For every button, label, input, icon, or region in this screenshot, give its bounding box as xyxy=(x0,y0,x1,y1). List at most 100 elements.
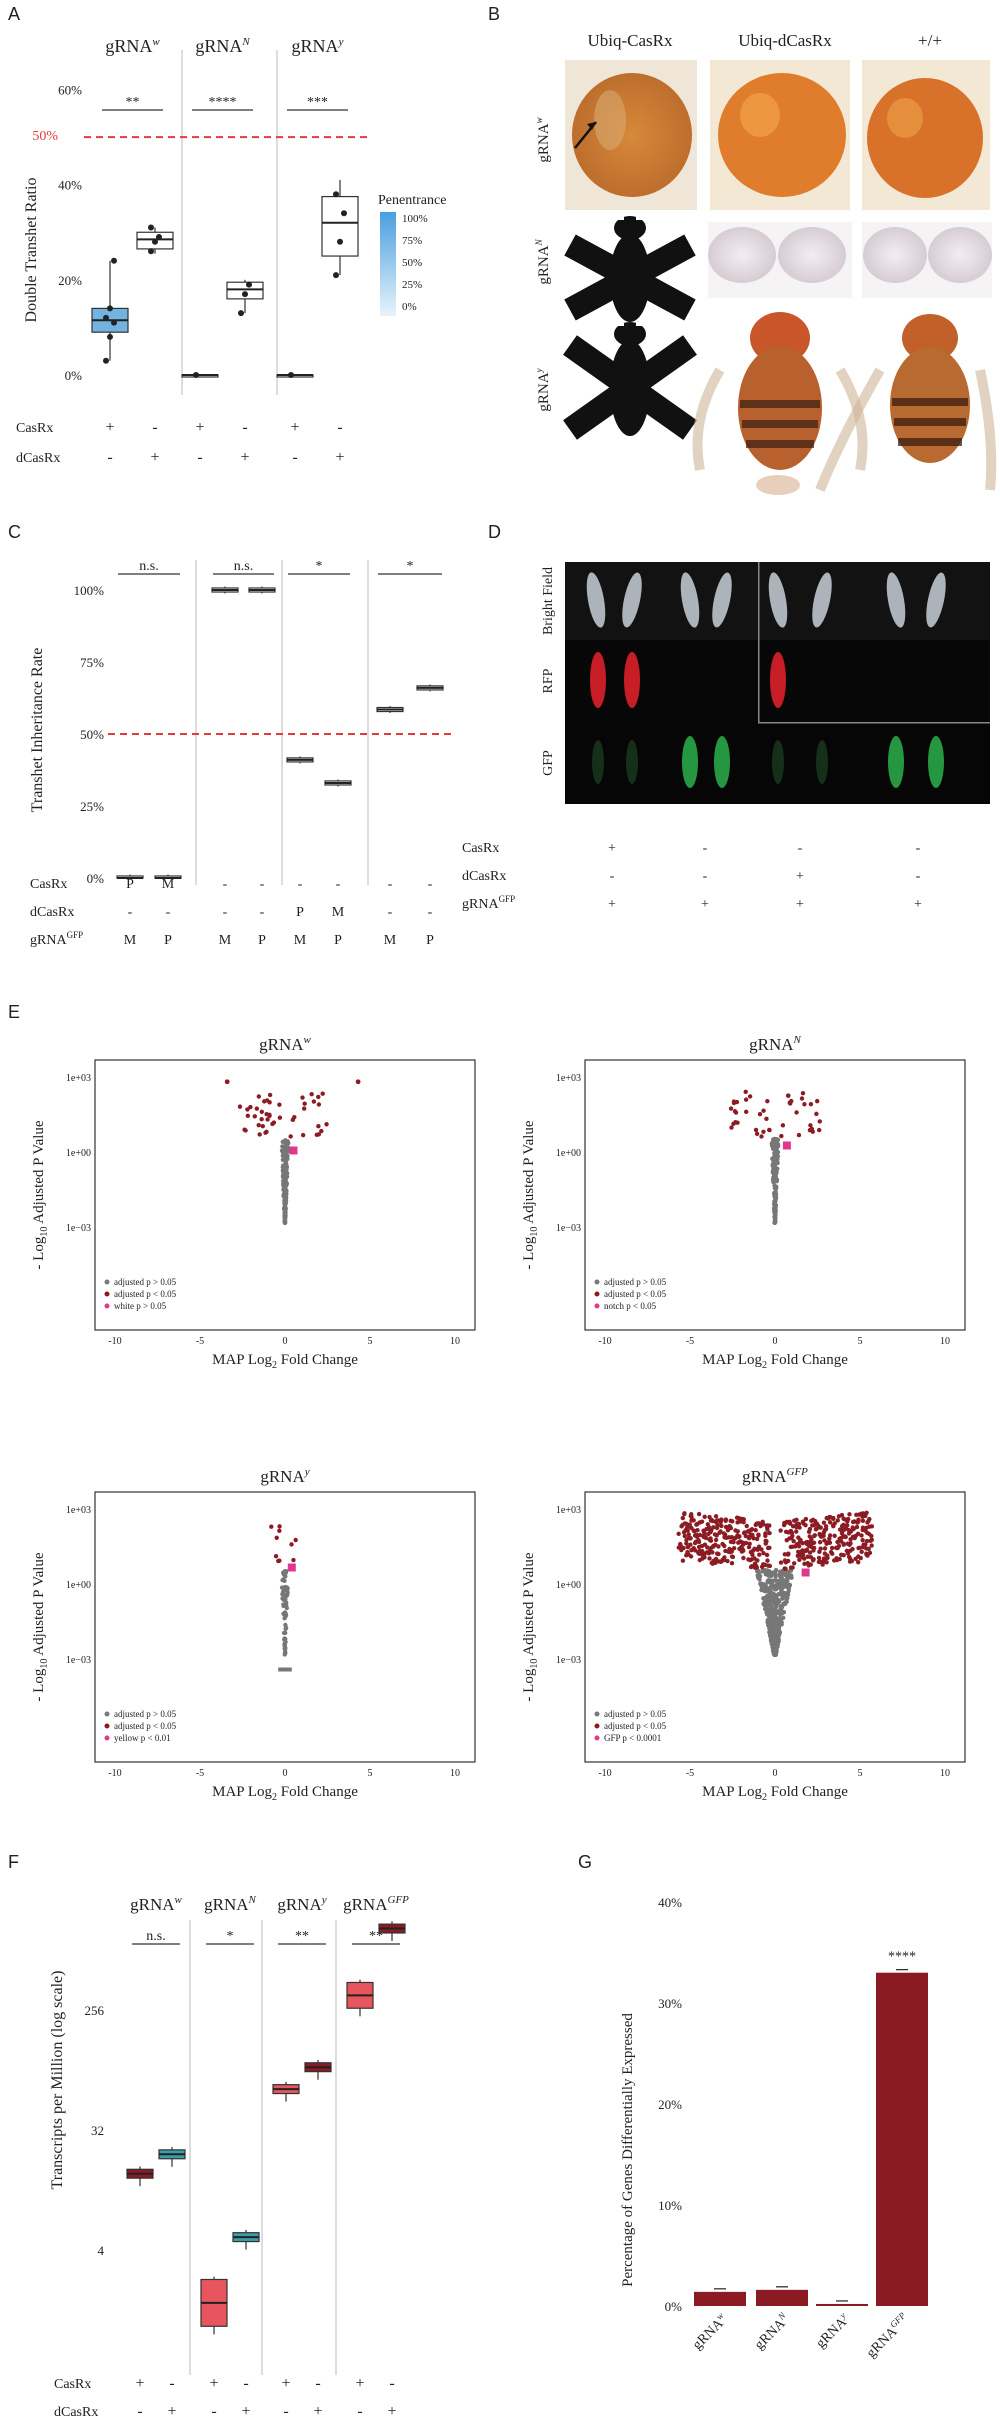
e-point-sig xyxy=(763,1538,768,1543)
e-point-sig xyxy=(689,1514,694,1520)
d-dcasrx-cell: - xyxy=(610,869,615,884)
e-point-sig xyxy=(799,1549,804,1555)
e-point-sig xyxy=(859,1533,864,1538)
c-dcasrx-cell: - xyxy=(388,905,393,920)
panel-e: gRNAw -10 -5 0 5 10 1e+03 1e+00 1e−03 MAP Log2 Fo… xyxy=(31,1034,966,1803)
c-row-casrx: CasRx xyxy=(30,877,67,892)
c-grna-cell: M xyxy=(294,933,307,948)
e-point-sig xyxy=(748,1549,754,1555)
e-point-sig xyxy=(749,1557,754,1562)
e-point-sig xyxy=(277,1115,283,1120)
e-point-sig xyxy=(679,1524,684,1529)
e-point-sig xyxy=(811,1548,816,1553)
e-point-ns xyxy=(775,1638,780,1643)
e-point-sig xyxy=(800,1090,806,1096)
d-casrx-cell: - xyxy=(703,841,708,856)
e-point-sig xyxy=(705,1522,711,1527)
c-ytick: 50% xyxy=(80,727,104,742)
panel-a: gRNAw gRNAN gRNAy 0%20%40%60%** **** *** Dou… xyxy=(16,36,446,466)
e-point-ns xyxy=(284,1148,289,1154)
e-point-ns xyxy=(767,1591,772,1596)
e-point-sig xyxy=(745,1529,751,1534)
panel-label-g: G xyxy=(578,1852,592,1872)
e-point-sig xyxy=(713,1537,719,1543)
a-row-casrx: CasRx xyxy=(16,421,53,436)
e-point-sig xyxy=(676,1545,682,1550)
d-larva-rfp xyxy=(770,652,786,708)
e-point-sig xyxy=(723,1518,728,1524)
e-point-sig xyxy=(806,1529,812,1535)
e-point-sig xyxy=(684,1537,689,1543)
e-point-sig xyxy=(224,1079,230,1085)
b-wing-wt xyxy=(862,222,992,298)
a-casrx-sign: - xyxy=(152,419,157,436)
e-point-sig xyxy=(746,1545,752,1550)
e-xtick: 0 xyxy=(283,1336,288,1347)
e-point-sig xyxy=(749,1527,754,1533)
e-volcano-2: gRNAN -10 -5 0 5 10 1e+03 1e+00 1e−03 MAP Log2 Fo… xyxy=(521,1034,966,1371)
e-point-sig xyxy=(809,1544,814,1550)
e-point-ns xyxy=(773,1171,779,1177)
e-point-sig xyxy=(786,1093,791,1098)
g-bar xyxy=(816,2303,868,2306)
e-point-sig xyxy=(682,1533,687,1539)
f-box xyxy=(126,2166,154,2187)
e-point-ns xyxy=(782,1601,787,1606)
e-point-sig xyxy=(802,1561,807,1567)
d-larva-bright xyxy=(768,572,788,628)
e-point-sig xyxy=(820,1562,825,1567)
e-point-ns xyxy=(757,1577,762,1582)
e-point-sig xyxy=(807,1550,813,1555)
g-ytick: 40% xyxy=(658,1895,682,1910)
e-point-ns xyxy=(779,1605,784,1610)
panel-a-50-label: 50% xyxy=(32,129,58,144)
e-point-sig xyxy=(728,1106,734,1111)
e-ytick: 1e−03 xyxy=(66,1223,91,1234)
e-point-sig xyxy=(725,1558,730,1564)
c-grna-cell: P xyxy=(258,933,266,948)
e-point-sig xyxy=(793,1544,798,1549)
e-point-ns xyxy=(774,1582,779,1588)
e-point-ns xyxy=(285,1139,290,1144)
e-point-sig xyxy=(300,1095,305,1100)
e-point-ns xyxy=(786,1584,791,1590)
e-point-sig xyxy=(835,1539,840,1545)
a-box-point xyxy=(111,319,117,326)
e-point-sig xyxy=(316,1094,321,1100)
e-point-ns xyxy=(282,1630,288,1636)
f-group-title: gRNAw xyxy=(130,1894,182,1914)
e-xtick: -10 xyxy=(108,1768,121,1779)
f-dcasrx-sign: - xyxy=(137,2403,142,2420)
e-point-sig xyxy=(850,1534,856,1540)
e-point-sig xyxy=(309,1091,314,1097)
e-point-sig xyxy=(688,1542,693,1547)
e-point-sig xyxy=(713,1519,719,1524)
e-point-sig xyxy=(753,1527,758,1533)
f-sig-label: n.s. xyxy=(146,1929,165,1944)
e-point-sig xyxy=(728,1518,733,1523)
e-point-sig xyxy=(754,1131,760,1136)
e-point-sig xyxy=(747,1094,753,1099)
e-point-ns xyxy=(773,1568,779,1573)
e-point-sig xyxy=(860,1518,866,1523)
a-dcasrx-sign: - xyxy=(197,449,202,466)
e-point-ns xyxy=(281,1602,286,1607)
e-point-sig xyxy=(797,1525,802,1530)
e-point-sig xyxy=(791,1538,796,1544)
d-larva-gfp-dim xyxy=(816,740,828,784)
e-xtick: -5 xyxy=(196,1336,204,1347)
e-point-sig xyxy=(812,1533,817,1539)
e-legend-dot xyxy=(594,1711,600,1717)
a-box xyxy=(276,372,314,378)
e-point-sig xyxy=(790,1523,796,1529)
b-fly-wt xyxy=(815,314,997,492)
f-casrx-sign: + xyxy=(135,2375,144,2392)
e-point-sig xyxy=(795,1553,801,1558)
e-point-sig xyxy=(254,1106,260,1111)
e-point-sig xyxy=(752,1561,758,1566)
e-xtick: -10 xyxy=(108,1336,121,1347)
e-point-sig xyxy=(846,1527,852,1533)
e-point-sig xyxy=(847,1512,852,1517)
f-box xyxy=(232,2229,260,2250)
